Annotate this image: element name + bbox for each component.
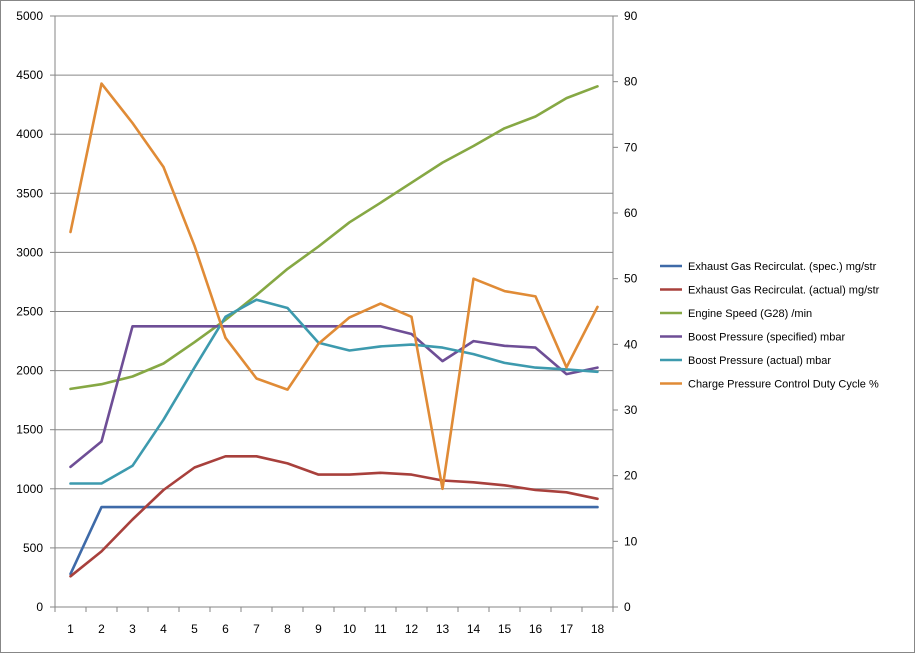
left-tick-label: 1500 [16,423,43,437]
legend-label: Boost Pressure (actual) mbar [688,355,831,367]
x-tick-label: 9 [315,622,322,636]
x-tick-label: 8 [284,622,291,636]
axes [50,15,618,612]
right-tick-label: 80 [624,75,638,89]
left-tick-label: 1000 [16,482,43,496]
left-tick-label: 2500 [16,305,43,319]
x-tick-label: 14 [467,622,481,636]
x-tick-label: 4 [160,622,167,636]
legend-label: Exhaust Gas Recirculat. (actual) mg/str [688,285,880,297]
series-line-5 [69,298,599,485]
right-tick-label: 20 [624,469,638,483]
right-tick-label: 0 [624,600,631,614]
x-tick-label: 15 [498,622,512,636]
series-line-4 [69,324,599,469]
x-tick-label: 10 [343,622,357,636]
x-tick-label: 6 [222,622,229,636]
series-lines [69,82,599,578]
x-tick-label: 16 [529,622,543,636]
right-tick-label: 30 [624,403,638,417]
left-tick-label: 3500 [16,186,43,200]
x-tick-label: 2 [98,622,105,636]
x-tick-label: 11 [374,622,387,636]
legend: Exhaust Gas Recirculat. (spec.) mg/str Ex… [660,261,880,391]
x-tick-label: 12 [405,622,419,636]
right-tick-label: 50 [624,272,638,286]
x-tick-label: 18 [591,622,605,636]
x-tick-label: 5 [191,622,198,636]
right-tick-label: 60 [624,206,638,220]
left-tick-label: 0 [36,600,43,614]
series-line-1 [69,505,599,576]
left-tick-label: 4000 [16,127,43,141]
series-line-6 [69,82,599,491]
gridlines [55,15,613,549]
x-tick-label: 3 [129,622,136,636]
left-tick-label: 500 [23,541,43,555]
x-tick-label: 13 [436,622,450,636]
left-tick-label: 4500 [16,68,43,82]
right-tick-label: 70 [624,140,638,154]
series-line-3 [69,85,599,391]
x-tick-label: 17 [560,622,574,636]
left-axis-tick-labels: 0 500 1000 1500 2000 2500 3000 3500 4000 4500 5000 [16,9,43,614]
right-axis-tick-labels: 0 10 20 30 40 50 60 70 80 90 [624,9,638,614]
x-tick-label: 1 [67,622,74,636]
right-tick-label: 90 [624,9,638,23]
x-tick-label: 7 [253,622,260,636]
legend-label: Exhaust Gas Recirculat. (spec.) mg/str [688,261,877,273]
legend-label: Boost Pressure (specified) mbar [688,332,845,344]
x-axis-tick-labels: 1 2 3 4 5 6 7 8 9 10 11 12 13 14 15 16 17 18 [67,622,604,636]
right-tick-label: 10 [624,534,638,548]
left-tick-label: 3000 [16,245,43,259]
left-tick-label: 2000 [16,364,43,378]
legend-label: Engine Speed (G28) /min [688,308,812,320]
series-line-2 [69,454,599,578]
legend-label: Charge Pressure Control Duty Cycle % [688,379,879,391]
left-tick-label: 5000 [16,9,43,23]
right-tick-label: 40 [624,337,638,351]
